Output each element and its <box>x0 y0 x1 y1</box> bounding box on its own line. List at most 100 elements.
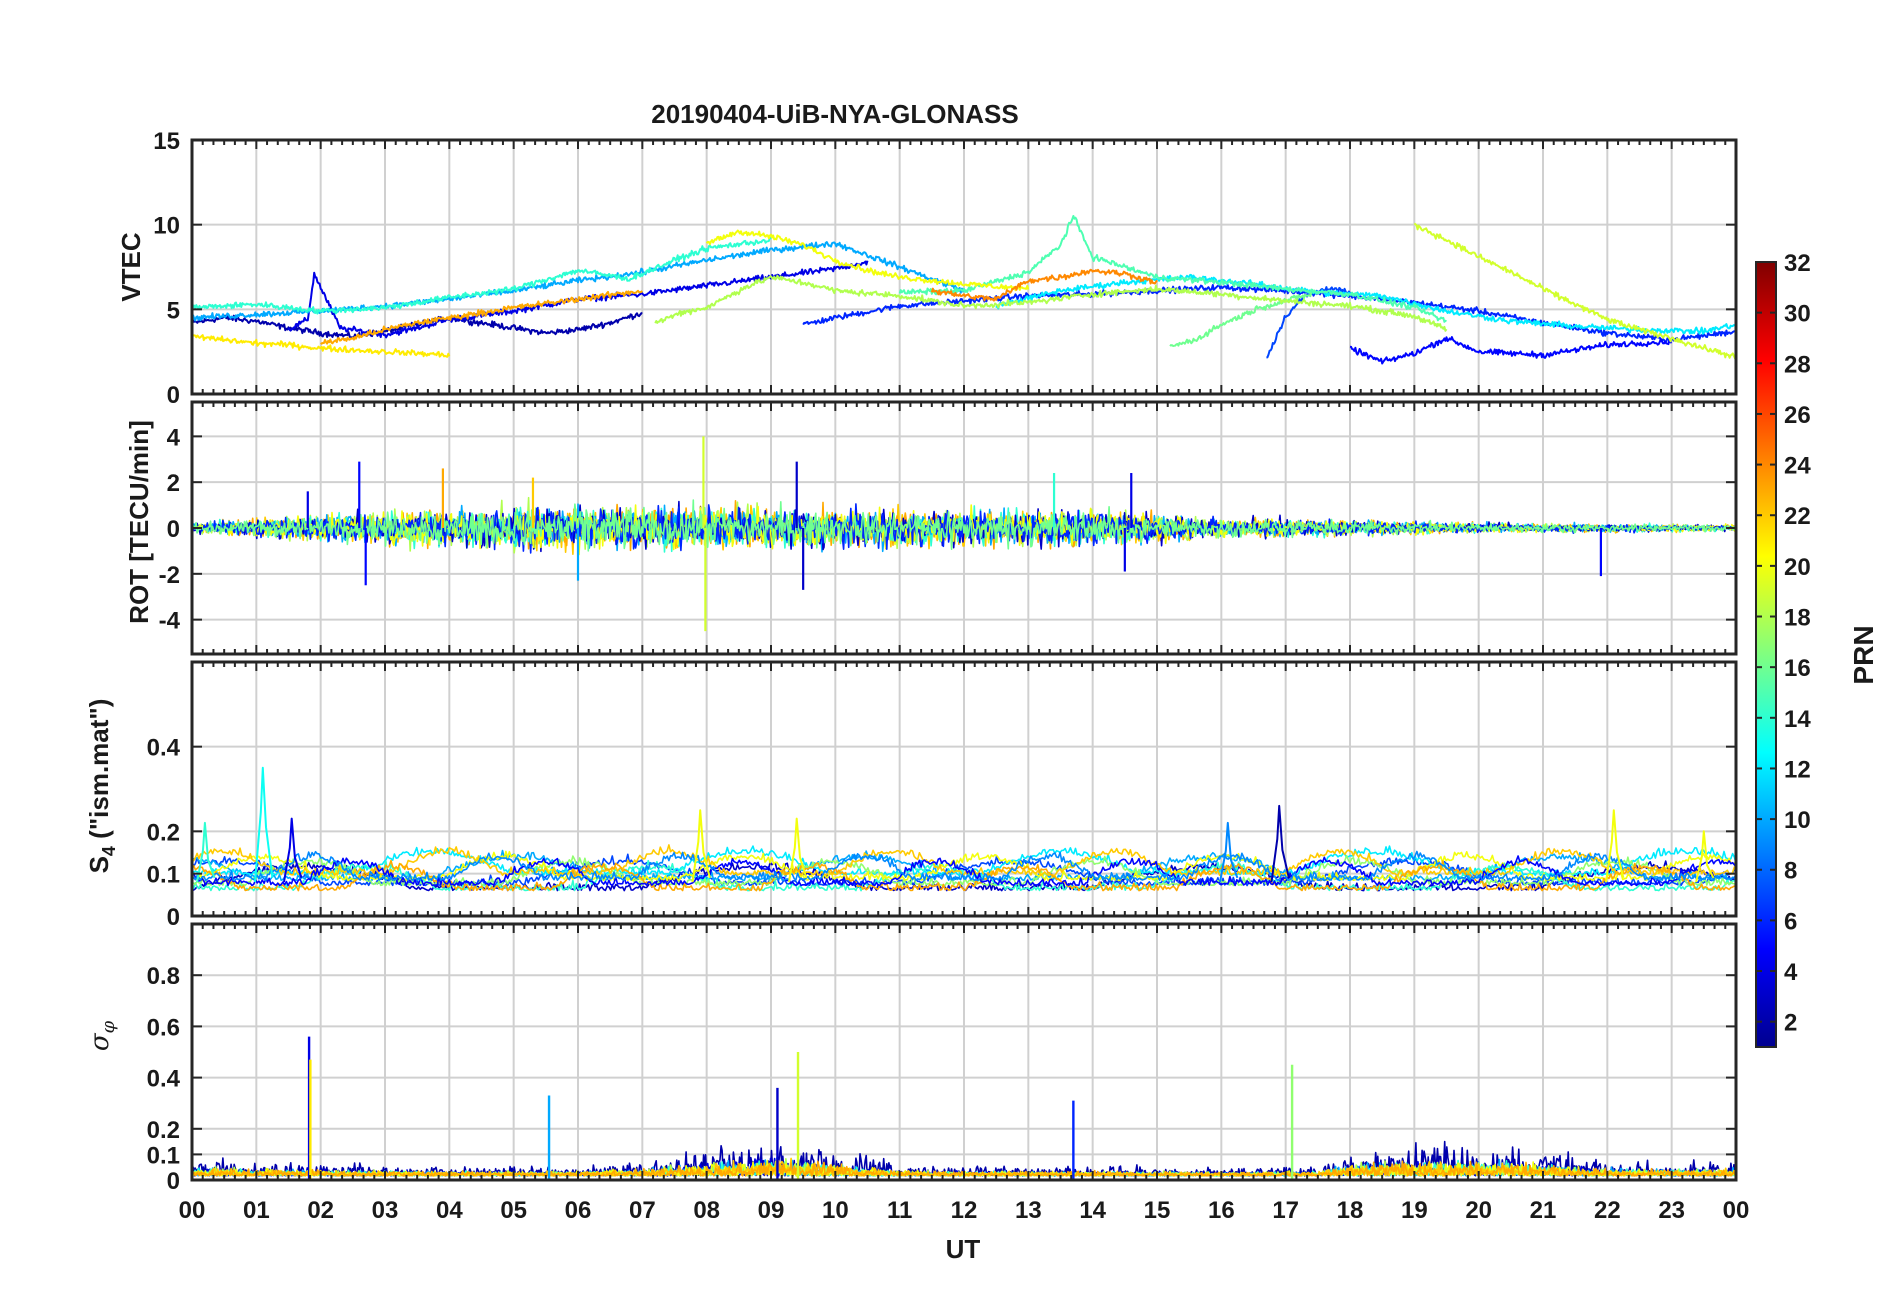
x-tick-label: 20 <box>1465 1197 1492 1224</box>
y-tick-label: 0 <box>167 382 180 409</box>
y-tick-label: 0.1 <box>147 862 180 889</box>
y-tick-label: 0.4 <box>147 1066 181 1093</box>
s4-panel: 0 0.1 0.2 0.4 <box>147 660 1738 931</box>
s4-spike <box>1605 809 1625 883</box>
colorbar-tick-label: 12 <box>1784 756 1811 783</box>
y-tick-label: 0.2 <box>147 819 180 846</box>
rot-frame: -4 -2 0 2 4 <box>159 400 1738 656</box>
colorbar-gradient <box>1755 261 1777 1048</box>
s4-spike <box>254 766 274 883</box>
x-axis-label: UT <box>946 1234 981 1264</box>
vtec-axis-label: VTEC <box>116 232 146 302</box>
vtec-series-prn-20 <box>705 229 1030 292</box>
y-tick-label: 10 <box>153 213 180 240</box>
colorbar-tick-label: 14 <box>1784 706 1811 733</box>
y-tick-label: 0.1 <box>147 1142 180 1169</box>
x-tick-label: 05 <box>500 1197 527 1224</box>
vtec-series-prn-23 <box>320 289 643 345</box>
vtec-series-prn-15 <box>898 215 1447 323</box>
vtec-panel: 0 5 10 15 <box>153 128 1738 409</box>
x-tick-label: 21 <box>1530 1197 1557 1224</box>
y-tick-label: 0 <box>167 1168 180 1195</box>
x-tick-label: 06 <box>565 1197 592 1224</box>
rot-axis-label: ROT [TECU/min] <box>124 420 154 624</box>
x-tick-label: 10 <box>822 1197 849 1224</box>
y-tick-label: 4 <box>167 424 181 451</box>
s4-data <box>191 766 1737 892</box>
y-tick-label: 0 <box>167 904 180 931</box>
x-tick-label: 07 <box>629 1197 656 1224</box>
y-tick-label: 15 <box>153 128 180 155</box>
y-tick-label: 2 <box>167 470 180 497</box>
colorbar-tick-label: 6 <box>1784 908 1797 935</box>
x-tick-label: 22 <box>1594 1197 1621 1224</box>
x-tick-label: 01 <box>243 1197 270 1224</box>
x-tick-label: 23 <box>1658 1197 1685 1224</box>
colorbar-tick-label: 30 <box>1784 301 1811 328</box>
colorbar-tick-label: 2 <box>1784 1010 1797 1037</box>
sigma-frame: 00.10.2 0.4 0.6 0.8 <box>147 922 1738 1195</box>
s4-series-prn-9 <box>191 850 1737 882</box>
s4-axis-label: S4 ("ism.mat") <box>84 699 119 874</box>
x-tick-label: 18 <box>1337 1197 1364 1224</box>
s4-spike <box>283 817 303 883</box>
x-tick-labels: 00 01 02 03 04 05 06 07 08 09 10 11 12 13 14 15 16 17 18 19… <box>179 1197 1750 1224</box>
y-tick-label: -2 <box>159 562 180 589</box>
colorbar-label: PRN <box>1848 625 1879 684</box>
x-tick-label: 14 <box>1079 1197 1106 1224</box>
s4-frame: 0 0.1 0.2 0.4 <box>147 660 1738 931</box>
colorbar-tick-label: 10 <box>1784 807 1811 834</box>
x-tick-label: 02 <box>307 1197 334 1224</box>
x-tick-label: 13 <box>1015 1197 1042 1224</box>
y-tick-label: 0 <box>167 516 180 543</box>
x-tick-label: 12 <box>951 1197 978 1224</box>
colorbar-tick-label: 18 <box>1784 605 1811 632</box>
rot-data <box>191 436 1737 632</box>
x-tick-label: 09 <box>758 1197 785 1224</box>
y-tick-label: 0.2 <box>147 1117 180 1144</box>
x-tick-label: 00 <box>179 1197 206 1224</box>
s4-spike <box>1695 830 1715 883</box>
vtec-series-prn-19 <box>1413 222 1737 360</box>
colorbar-tick-label: 26 <box>1784 402 1811 429</box>
x-tick-label: 11 <box>887 1197 912 1224</box>
vtec-data <box>191 215 1737 365</box>
x-tick-label: 03 <box>372 1197 399 1224</box>
vtec-series-prn-24 <box>930 268 1158 302</box>
rot-series-prn-16 <box>191 499 1737 552</box>
s4-spike <box>196 821 216 883</box>
s4-series-prn-5 <box>191 855 1737 887</box>
x-tick-label: 17 <box>1272 1197 1299 1224</box>
x-tick-label: 19 <box>1401 1197 1428 1224</box>
y-tick-label: 0.8 <box>147 963 180 990</box>
x-tick-label: 15 <box>1144 1197 1171 1224</box>
y-tick-label: 0.4 <box>147 735 181 762</box>
rot-series-prn-6 <box>191 503 1737 554</box>
s4-series-prn-10 <box>191 849 1737 882</box>
x-tick-label: 16 <box>1208 1197 1235 1224</box>
colorbar-tick-label: 20 <box>1784 554 1811 581</box>
y-tick-label: 0.6 <box>147 1014 180 1041</box>
colorbar-tick-label: 24 <box>1784 453 1811 480</box>
colorbar-tick-label: 28 <box>1784 351 1811 378</box>
chart-title: 20190404-UiB-NYA-GLONASS <box>651 99 1019 129</box>
vtec-series-prn-18 <box>654 274 1448 332</box>
sigma-panel: 00.10.2 0.4 0.6 0.8 <box>147 922 1738 1195</box>
sigma-label-sub: φ <box>98 1020 119 1033</box>
s4-label-sub: 4 <box>99 846 119 856</box>
x-tick-label: 00 <box>1723 1197 1750 1224</box>
vtec-series-prn-5 <box>1349 336 1672 365</box>
x-tick-label: 04 <box>436 1197 463 1224</box>
sigma-axis-label: σφ <box>85 1020 119 1051</box>
rot-panel: -4 -2 0 2 4 <box>159 400 1738 656</box>
colorbar-tick-label: 22 <box>1784 503 1811 530</box>
vtec-frame: 0 5 10 15 <box>153 128 1738 409</box>
s4-spike <box>788 817 808 883</box>
s4-label-main: S <box>84 856 114 873</box>
s4-spike <box>1219 821 1239 883</box>
vtec-series-prn-12 <box>995 273 1737 335</box>
vtec-series-prn-21 <box>191 333 451 358</box>
colorbar-tick-label: 16 <box>1784 655 1811 682</box>
